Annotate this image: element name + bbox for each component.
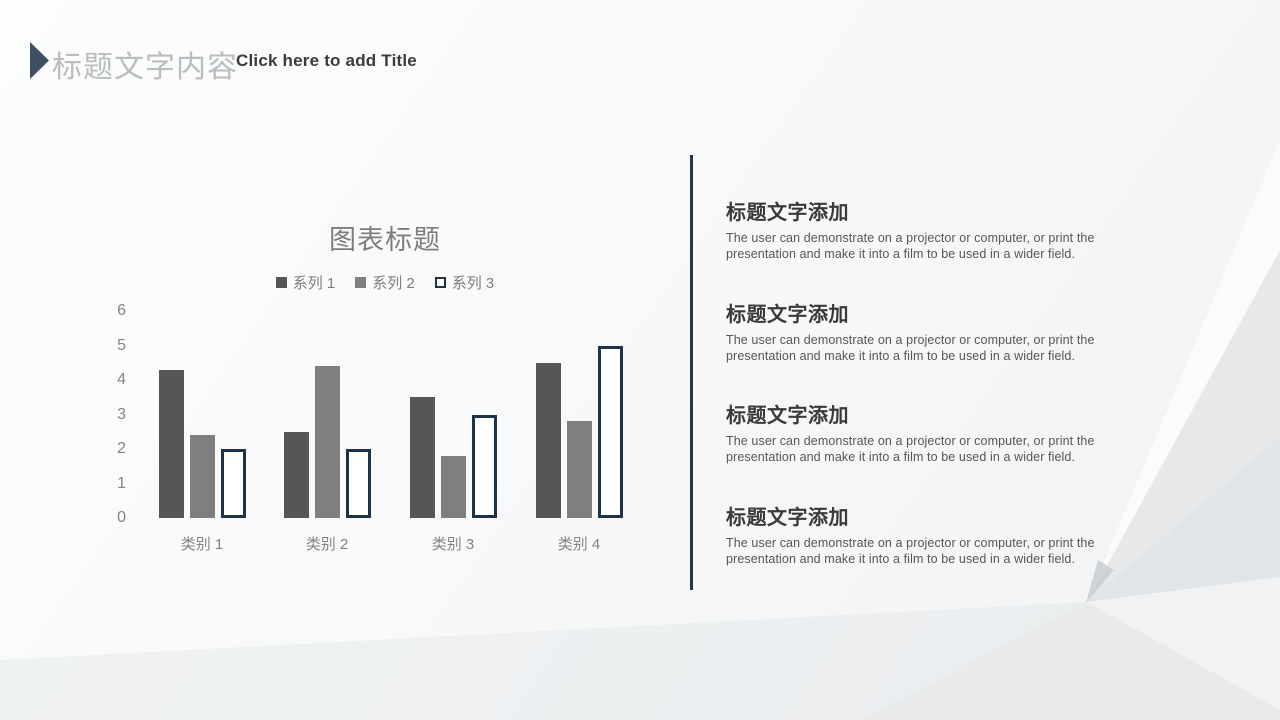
bar-系列 1-类别 1: [158, 369, 184, 518]
vertical-divider: [690, 155, 693, 590]
section-heading: 标题文字添加: [726, 304, 849, 326]
bar-系列 2-类别 2: [314, 366, 340, 518]
section-body: The user can demonstrate on a projector …: [726, 333, 1095, 363]
legend-item-series3: 系列 3: [434, 272, 495, 293]
x-axis-category-label: 类别 3: [431, 536, 475, 553]
y-axis-tick-label: 0: [117, 509, 126, 526]
series3-swatch-icon: [434, 277, 446, 288]
y-axis-tick-label: 3: [117, 405, 126, 423]
bar-系列 3-类别 1: [220, 449, 246, 518]
bar-系列 3-类别 2: [345, 449, 371, 518]
x-axis-category-label: 类别 1: [180, 536, 224, 553]
y-axis-tick-label: 5: [117, 336, 126, 354]
bar-系列 3-类别 4: [597, 345, 623, 518]
section-heading: 标题文字添加: [726, 202, 849, 224]
x-axis-category-label: 类别 2: [305, 536, 349, 553]
text-section-3: 标题文字添加 The user can demonstrate on a pro…: [726, 399, 1096, 465]
chart-title: 图表标题: [329, 225, 441, 255]
section-body: The user can demonstrate on a projector …: [726, 231, 1095, 261]
bar-系列 2-类别 3: [440, 455, 466, 518]
bar-系列 1-类别 4: [535, 362, 561, 518]
section-body: The user can demonstrate on a projector …: [726, 536, 1095, 566]
legend-label: 系列 2: [372, 275, 415, 292]
bar-系列 2-类别 1: [189, 435, 215, 518]
section-heading: 标题文字添加: [726, 405, 849, 427]
legend-label: 系列 3: [451, 275, 495, 292]
slide-subtitle: Click here to add Title: [236, 51, 417, 70]
text-section-4: 标题文字添加 The user can demonstrate on a pro…: [726, 501, 1096, 567]
text-section-1: 标题文字添加 The user can demonstrate on a pro…: [726, 196, 1096, 262]
series1-swatch-icon: [275, 277, 287, 288]
legend-item-series2: 系列 2: [355, 272, 415, 293]
chart-legend: 系列 1 系列 2 系列 3: [155, 272, 615, 293]
text-section-2: 标题文字添加 The user can demonstrate on a pro…: [726, 298, 1096, 364]
legend-item-series1: 系列 1: [275, 272, 336, 293]
bar-系列 1-类别 3: [409, 397, 435, 518]
section-body: The user can demonstrate on a projector …: [726, 434, 1095, 464]
bar-系列 2-类别 4: [566, 421, 592, 518]
y-axis-tick-label: 6: [117, 302, 126, 319]
bar-系列 3-类别 3: [471, 414, 497, 518]
header-arrow-icon: [30, 42, 49, 79]
legend-label: 系列 1: [292, 275, 336, 292]
series2-swatch-icon: [355, 277, 367, 288]
bar-系列 1-类别 2: [283, 431, 309, 518]
y-axis-tick-label: 4: [117, 371, 126, 388]
y-axis-tick-label: 2: [117, 440, 126, 457]
y-axis-tick-label: 1: [117, 474, 126, 492]
x-axis-category-label: 类别 4: [557, 536, 601, 553]
section-heading: 标题文字添加: [726, 507, 849, 529]
slide-title-placeholder: 标题文字内容: [52, 51, 238, 84]
